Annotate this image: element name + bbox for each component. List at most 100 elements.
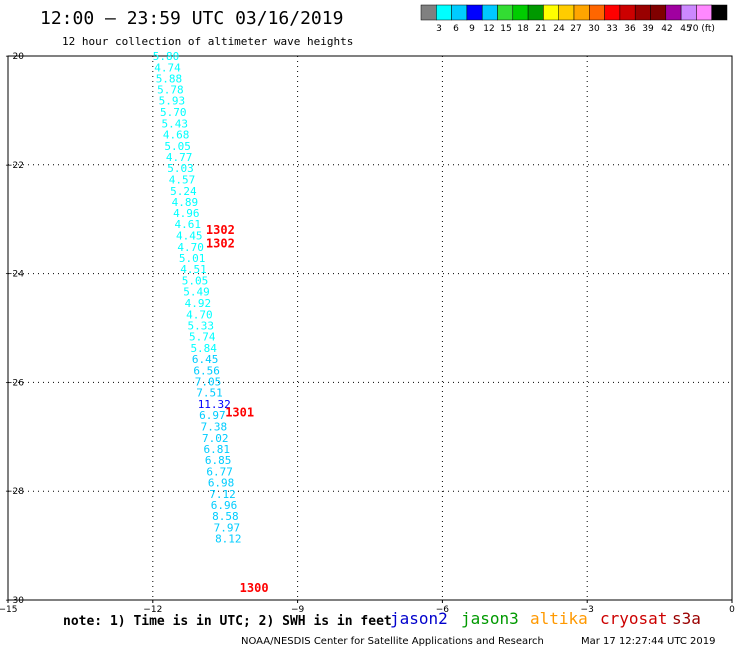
wave-height-label: 6.56: [193, 364, 220, 377]
wave-height-label: 5.03: [167, 162, 194, 175]
wave-height-label: 5.74: [189, 331, 216, 344]
wave-height-label: 5.24: [170, 185, 197, 198]
color-scale-label: 42: [661, 24, 672, 34]
color-scale-swatch: [650, 4, 667, 21]
wave-height-label: 4.96: [173, 207, 200, 220]
wave-height-label: 4.45: [176, 230, 203, 243]
color-scale-label: 15: [500, 24, 511, 34]
footer-note: note: 1) Time is in UTC; 2) SWH is in fe…: [63, 614, 392, 629]
wave-height-label: 7.38: [201, 420, 228, 433]
satellite-jason3: jason3: [461, 609, 519, 628]
wave-height-label: 6.81: [203, 443, 230, 456]
color-scale-swatch: [604, 4, 621, 21]
color-scale-label: 45: [680, 24, 691, 34]
x-axis-ticks: −15 −12 −9 −6 −3 0: [0, 600, 735, 615]
wave-height-label: 5.88: [156, 72, 183, 85]
wave-height-labels: 5.804.745.885.785.935.705.434.68 5.05 4.77…: [153, 50, 242, 546]
wave-height-label: 7.02: [202, 432, 229, 445]
wave-height-label: 5.33: [188, 319, 215, 332]
color-scale-label: 33: [606, 24, 617, 34]
color-scale-label: 24: [553, 24, 565, 34]
color-scale-swatch: [696, 4, 712, 21]
wave-height-label: 11.32: [198, 398, 231, 411]
color-scale-label: 3: [436, 24, 442, 34]
color-scale-swatch: [680, 4, 697, 21]
wave-height-label: 4.51: [180, 263, 207, 276]
wave-height-label: 4.57: [169, 173, 196, 186]
y-tick-label: −20: [5, 52, 24, 62]
wave-height-label: 5.80: [153, 50, 180, 63]
wave-height-label: 5.84: [190, 342, 217, 355]
satellite-jason2: jason2: [390, 609, 448, 628]
wave-height-label: 4.92: [185, 297, 212, 310]
footer-credit: NOAA/NESDIS Center for Satellite Applica…: [241, 636, 544, 647]
wave-height-label: 6.85: [205, 454, 232, 467]
wave-height-label: 6.96: [211, 499, 238, 512]
wave-height-label: 6.98: [208, 476, 235, 489]
wave-height-label: 5.70: [160, 106, 187, 119]
satellite-altika: altika: [530, 609, 588, 628]
color-scale-label: 12: [483, 24, 494, 34]
color-scale-swatch: [527, 4, 544, 21]
footer-timestamp: Mar 17 12:27:44 UTC 2019: [581, 636, 716, 647]
wave-height-label: 4.61: [175, 218, 202, 231]
x-tick-label: −6: [436, 605, 450, 615]
x-tick-label: 0: [729, 605, 735, 615]
color-scale-label: 70 (ft): [687, 24, 715, 34]
wave-height-label: 4.70: [186, 308, 213, 321]
pass-time-label: 1300: [240, 581, 269, 595]
wave-height-label: 5.49: [183, 286, 210, 299]
color-scale-swatch: [451, 4, 468, 21]
wave-height-label: 5.78: [157, 84, 184, 97]
x-tick-label: −3: [581, 605, 594, 615]
y-tick-label: −26: [5, 378, 24, 388]
color-scale-swatch: [573, 4, 590, 21]
chart-subtitle: 12 hour collection of altimeter wave hei…: [62, 35, 353, 48]
pass-time-label: 1301: [225, 405, 254, 419]
y-tick-label: −22: [5, 161, 24, 171]
color-scale-swatch: [558, 4, 575, 21]
color-scale-swatch: [543, 4, 559, 21]
wave-height-label: 8.12: [215, 533, 242, 546]
y-tick-label: −24: [5, 270, 24, 280]
wave-height-label: 4.77: [166, 151, 193, 164]
chart-title: 12:00 — 23:59 UTC 03/16/2019: [40, 8, 343, 29]
grid: [8, 56, 732, 600]
color-scale-label: 27: [570, 24, 581, 34]
x-tick-label: −9: [291, 605, 305, 615]
plot-frame: [7, 55, 733, 601]
wave-height-label: 5.01: [179, 252, 206, 265]
color-scale-swatch: [512, 4, 529, 21]
wave-height-label: 4.68: [163, 128, 190, 141]
y-axis-ticks: −20 −22 −24 −26 −28 −30: [5, 52, 24, 606]
color-scale-swatch: [436, 4, 452, 21]
x-tick-label: −12: [143, 605, 162, 615]
color-scale-label: 39: [642, 24, 654, 34]
satellite-cryosat: cryosat: [600, 609, 667, 628]
color-scale-swatch: [481, 4, 498, 21]
wave-height-label: 6.77: [206, 466, 233, 479]
color-scale-swatch: [466, 4, 483, 21]
color-scale-label: 18: [517, 24, 529, 34]
color-scale-swatch: [711, 4, 728, 21]
wave-height-label: 7.51: [196, 387, 223, 400]
wave-height-label: 4.74: [154, 61, 181, 74]
color-scale-swatch: [665, 4, 682, 21]
x-tick-label: −15: [0, 605, 18, 615]
wave-height-label: 5.93: [159, 95, 186, 108]
wave-height-label: 7.12: [209, 488, 236, 501]
wave-height-label: 7.05: [195, 375, 222, 388]
wave-height-label: 8.58: [212, 510, 239, 523]
wave-height-label: 5.43: [161, 117, 188, 130]
satellite-legend: jason2 jason3 altika cryosat s3a: [390, 609, 701, 628]
color-scale-label: 30: [588, 24, 600, 34]
wave-height-label: 5.05: [182, 275, 209, 288]
color-scale-label: 21: [535, 24, 546, 34]
color-scale-swatch: [589, 4, 605, 21]
color-scale-label: 6: [453, 24, 459, 34]
color-scale-label: 36: [624, 24, 636, 34]
